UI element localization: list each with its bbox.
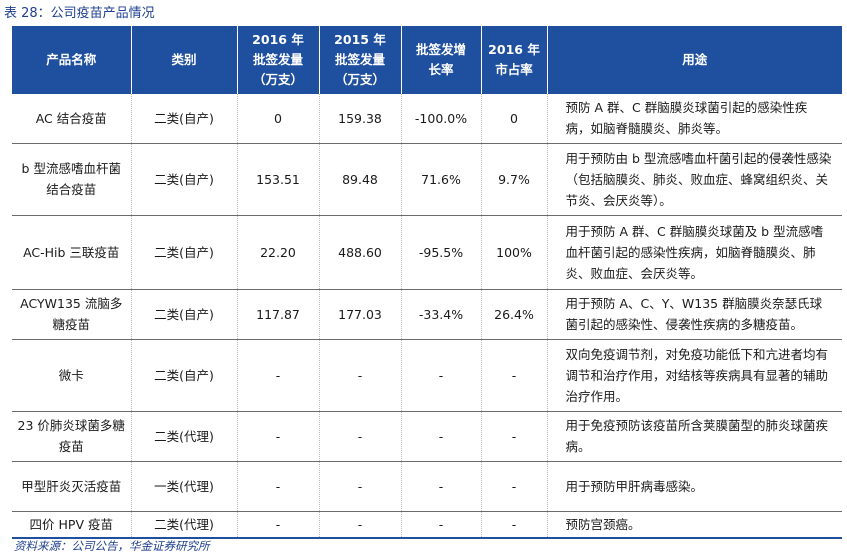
cell-category: 二类(自产) xyxy=(130,215,237,290)
header-batch-2015-line3: （万支） xyxy=(334,72,385,87)
header-growth-line1: 批签发增 xyxy=(415,42,466,57)
cell-growth: -95.5% xyxy=(400,215,481,290)
cell-category: 一类(代理) xyxy=(130,461,237,512)
cell-growth: 71.6% xyxy=(400,143,481,216)
cell-batch-2016: - xyxy=(236,511,319,539)
cell-use: 双向免疫调节剂，对免疫功能低下和亢进者均有调节和治疗作用，对结核等疾病具有显著的… xyxy=(546,339,842,412)
cell-batch-2015: - xyxy=(318,339,401,412)
cell-category: 二类(自产) xyxy=(130,143,237,216)
cell-batch-2016: 117.87 xyxy=(236,289,319,340)
vaccine-products-table: 产品名称 类别 2016 年 批签发量 （万支） 2015 年 批签发量 （万支… xyxy=(12,26,842,539)
cell-share: 9.7% xyxy=(480,143,547,216)
cell-product-name: 微卡 xyxy=(12,339,131,412)
cell-product-name: 甲型肝炎灭活疫苗 xyxy=(12,461,131,512)
cell-product-name: AC 结合疫苗 xyxy=(12,94,131,144)
cell-share: - xyxy=(480,461,547,512)
cell-growth: - xyxy=(400,511,481,539)
header-batch-2016: 2016 年 批签发量 （万支） xyxy=(236,26,319,94)
cell-share: - xyxy=(480,511,547,539)
table-row: b 型流感嗜血杆菌结合疫苗 二类(自产) 153.51 89.48 71.6% … xyxy=(12,143,842,216)
cell-share: 26.4% xyxy=(480,289,547,340)
header-growth-line2: 长率 xyxy=(428,62,454,77)
cell-product-name: 23 价肺炎球菌多糖疫苗 xyxy=(12,411,131,462)
cell-batch-2015: - xyxy=(318,511,401,539)
cell-growth: - xyxy=(400,461,481,512)
cell-category: 二类(自产) xyxy=(130,339,237,412)
cell-product-name: AC-Hib 三联疫苗 xyxy=(12,215,131,290)
header-growth: 批签发增 长率 xyxy=(400,26,481,94)
cell-category: 二类(自产) xyxy=(130,289,237,340)
header-batch-2015: 2015 年 批签发量 （万支） xyxy=(318,26,401,94)
cell-growth: - xyxy=(400,339,481,412)
header-share-line1: 2016 年 xyxy=(488,42,540,57)
cell-use: 用于预防甲肝病毒感染。 xyxy=(546,461,842,512)
cell-growth: - xyxy=(400,411,481,462)
cell-share: 100% xyxy=(480,215,547,290)
cell-growth: -100.0% xyxy=(400,94,481,144)
table-row: AC 结合疫苗 二类(自产) 0 159.38 -100.0% 0 预防 A 群… xyxy=(12,94,842,144)
cell-batch-2015: - xyxy=(318,461,401,512)
header-batch-2016-line3: （万支） xyxy=(252,72,303,87)
cell-batch-2016: 0 xyxy=(236,94,319,144)
cell-batch-2016: - xyxy=(236,339,319,412)
cell-product-name: b 型流感嗜血杆菌结合疫苗 xyxy=(12,143,131,216)
cell-use: 用于预防 A 群、C 群脑膜炎球菌及 b 型流感嗜血杆菌引起的感染性疾病，如脑脊… xyxy=(546,215,842,290)
header-batch-2016-line2: 批签发量 xyxy=(252,52,303,67)
header-batch-2015-line1: 2015 年 xyxy=(334,32,386,47)
cell-batch-2016: 22.20 xyxy=(236,215,319,290)
cell-use: 用于预防由 b 型流感嗜血杆菌引起的侵袭性感染（包括脑膜炎、肺炎、败血症、蜂窝组… xyxy=(546,143,842,216)
table-row: 四价 HPV 疫苗 二类(代理) - - - - 预防宫颈癌。 xyxy=(12,511,842,539)
header-share: 2016 年 市占率 xyxy=(480,26,547,94)
cell-product-name: ACYW135 流脑多糖疫苗 xyxy=(12,289,131,340)
header-category: 类别 xyxy=(130,26,237,94)
cell-batch-2015: 159.38 xyxy=(318,94,401,144)
cell-growth: -33.4% xyxy=(400,289,481,340)
cell-use: 预防宫颈癌。 xyxy=(546,511,842,539)
cell-share: 0 xyxy=(480,94,547,144)
cell-batch-2015: 488.60 xyxy=(318,215,401,290)
table-row: 23 价肺炎球菌多糖疫苗 二类(代理) - - - - 用于免疫预防该疫苗所含荚… xyxy=(12,411,842,462)
cell-category: 二类(自产) xyxy=(130,94,237,144)
table-row: ACYW135 流脑多糖疫苗 二类(自产) 117.87 177.03 -33.… xyxy=(12,289,842,340)
header-batch-2015-line2: 批签发量 xyxy=(334,52,385,67)
header-share-line2: 市占率 xyxy=(495,62,533,77)
cell-share: - xyxy=(480,411,547,462)
cell-use: 用于免疫预防该疫苗所含荚膜菌型的肺炎球菌疾病。 xyxy=(546,411,842,462)
cell-product-name: 四价 HPV 疫苗 xyxy=(12,511,131,539)
table-row: AC-Hib 三联疫苗 二类(自产) 22.20 488.60 -95.5% 1… xyxy=(12,215,842,290)
cell-batch-2016: - xyxy=(236,411,319,462)
header-row: 产品名称 类别 2016 年 批签发量 （万支） 2015 年 批签发量 （万支… xyxy=(12,26,842,94)
cell-use: 用于预防 A、C、Y、W135 群脑膜炎奈瑟氏球菌引起的感染性、侵袭性疾病的多糖… xyxy=(546,289,842,340)
source-note: 资料来源：公司公告，华金证券研究所 xyxy=(14,539,210,553)
cell-category: 二类(代理) xyxy=(130,411,237,462)
cell-batch-2015: - xyxy=(318,411,401,462)
cell-batch-2016: - xyxy=(236,461,319,512)
cell-batch-2016: 153.51 xyxy=(236,143,319,216)
cell-batch-2015: 89.48 xyxy=(318,143,401,216)
table-row: 微卡 二类(自产) - - - - 双向免疫调节剂，对免疫功能低下和亢进者均有调… xyxy=(12,339,842,412)
table-caption: 表 28：公司疫苗产品情况 xyxy=(4,6,155,21)
cell-use: 预防 A 群、C 群脑膜炎球菌引起的感染性疾病，如脑脊髓膜炎、肺炎等。 xyxy=(546,94,842,144)
header-product-name: 产品名称 xyxy=(12,26,131,94)
header-use: 用途 xyxy=(546,26,842,94)
table-row: 甲型肝炎灭活疫苗 一类(代理) - - - - 用于预防甲肝病毒感染。 xyxy=(12,461,842,512)
cell-share: - xyxy=(480,339,547,412)
cell-category: 二类(代理) xyxy=(130,511,237,539)
header-batch-2016-line1: 2016 年 xyxy=(252,32,304,47)
cell-batch-2015: 177.03 xyxy=(318,289,401,340)
